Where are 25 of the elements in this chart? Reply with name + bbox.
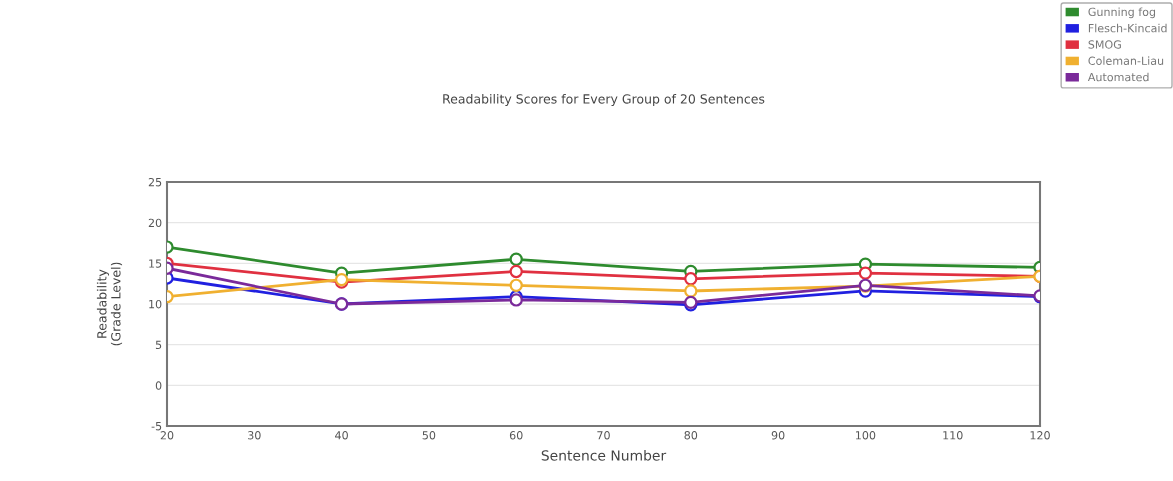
- legend-label: Flesch-Kincaid: [1088, 23, 1167, 33]
- x-tick-label: 110: [943, 431, 963, 440]
- x-tick-label: 100: [856, 431, 876, 440]
- x-tick-label: 60: [509, 431, 523, 440]
- legend-label: Gunning fog: [1088, 7, 1156, 19]
- x-tick-label: 50: [422, 431, 436, 440]
- chart-title: Readability Scores for Every Group of 20 Sentences: [443, 93, 765, 107]
- y-tick-label: 5: [155, 340, 162, 350]
- legend-label: SMOG: [1088, 40, 1121, 49]
- legend-label: Coleman-Liau: [1088, 56, 1164, 65]
- x-tick-label: 90: [771, 431, 785, 440]
- x-tick-label: 120: [1030, 431, 1050, 440]
- x-tick-label: 40: [335, 431, 348, 440]
- x-tick-label: 30: [248, 431, 261, 440]
- y-axis-title: Readability (Grade Level): [96, 262, 123, 346]
- y-tick-label: -5: [151, 422, 162, 431]
- x-tick-label: 70: [597, 431, 610, 440]
- y-tick-label: 25: [148, 177, 162, 187]
- x-tick-label: 80: [684, 431, 698, 440]
- x-axis-title: Sentence Number: [541, 449, 667, 461]
- y-tick-label: 20: [148, 218, 162, 228]
- legend-label: Automated: [1087, 72, 1149, 82]
- y-tick-label: 15: [149, 259, 162, 268]
- y-tick-label: 0: [155, 381, 162, 390]
- y-tick-label: 10: [149, 299, 162, 309]
